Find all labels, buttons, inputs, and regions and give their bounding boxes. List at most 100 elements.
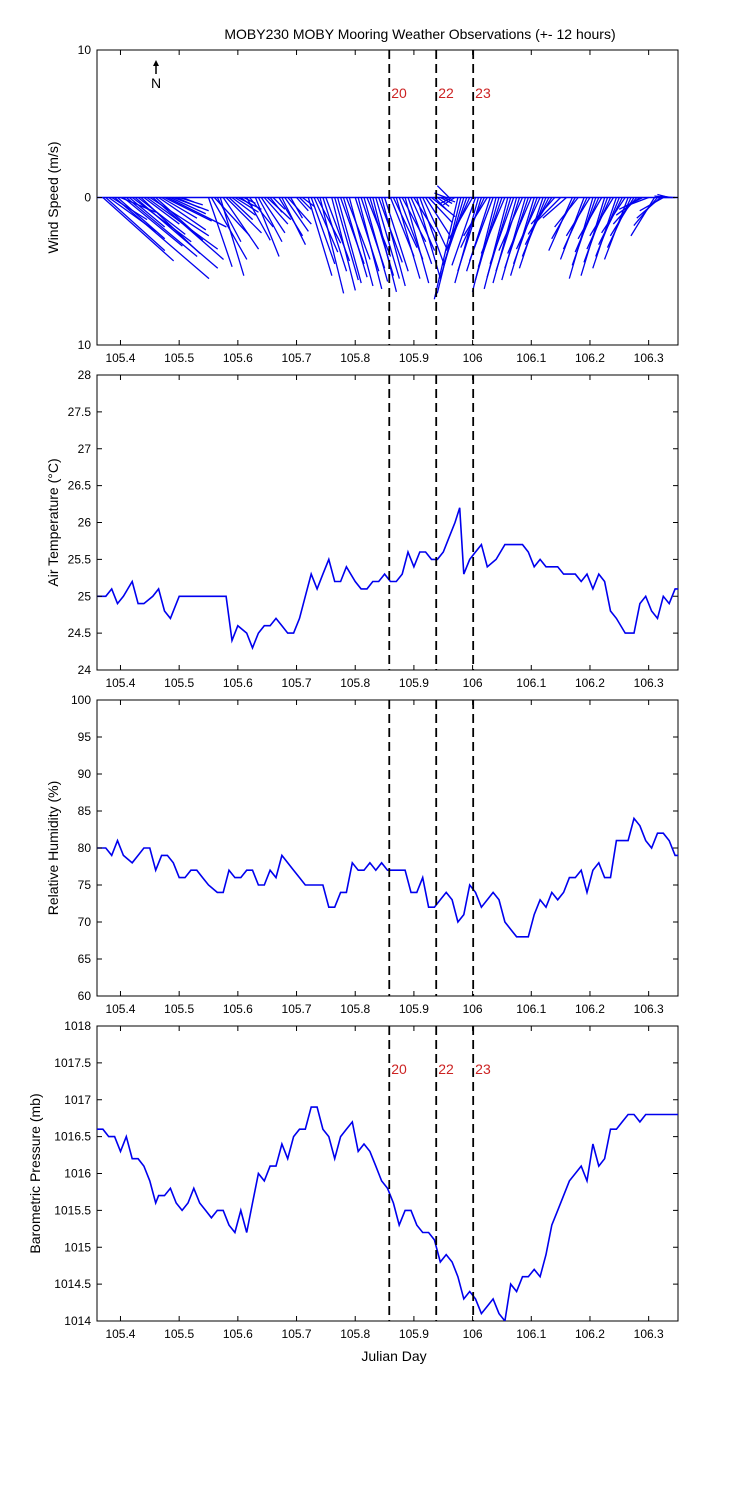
wind-vector xyxy=(257,197,283,243)
event-marker-label: 22 xyxy=(438,85,454,101)
x-tick-label: 105.9 xyxy=(399,1327,429,1341)
wind-vector xyxy=(290,197,304,219)
y-tick-label: 85 xyxy=(78,804,92,818)
y-axis-label: Barometric Pressure (mb) xyxy=(27,1093,43,1253)
wind-vector xyxy=(287,197,312,225)
wind-vector xyxy=(231,196,256,216)
wind-vector xyxy=(542,197,567,219)
wind-vector xyxy=(134,197,219,269)
y-tick-label: 1015 xyxy=(64,1240,91,1254)
wind-vector xyxy=(322,197,348,272)
y-tick-label: 1015.5 xyxy=(54,1203,91,1217)
y-tick-label: 95 xyxy=(78,730,92,744)
y-tick-label: 1016.5 xyxy=(54,1130,91,1144)
y-tick-label: 10 xyxy=(78,43,92,57)
x-tick-label: 105.4 xyxy=(105,351,135,365)
y-tick-label: 75 xyxy=(78,878,92,892)
wind-vector xyxy=(495,197,521,272)
y-tick-label: 25 xyxy=(78,589,92,603)
wind-vector xyxy=(463,197,488,237)
wind-vector xyxy=(316,197,342,244)
figure-title: MOBY230 MOBY Mooring Weather Observation… xyxy=(224,26,615,42)
wind-vector xyxy=(530,197,556,225)
wind-vector xyxy=(313,197,339,253)
y-tick-label: 26.5 xyxy=(68,479,92,493)
y-tick-label: 60 xyxy=(78,989,92,1003)
wind-vector xyxy=(395,197,421,279)
y-tick-label: 25.5 xyxy=(68,552,92,566)
wind-vector xyxy=(630,197,656,237)
wind-vector xyxy=(515,197,541,250)
wind-vector xyxy=(639,196,664,212)
wind-vector xyxy=(117,197,166,240)
wind-vector xyxy=(442,196,456,206)
x-tick-label: 106.3 xyxy=(634,1002,664,1016)
wind-vector xyxy=(381,197,406,287)
plot-data xyxy=(97,507,678,651)
wind-vector xyxy=(246,197,271,241)
plot-frame xyxy=(96,374,679,671)
wind-vector xyxy=(319,197,345,294)
wind-vector xyxy=(155,197,204,241)
wind-vector xyxy=(207,197,233,268)
x-tick-label: 106.1 xyxy=(516,676,546,690)
y-axis-label: Wind Speed (m/s) xyxy=(45,141,61,253)
x-tick-label: 105.5 xyxy=(164,351,194,365)
wind-vector xyxy=(443,196,456,203)
wind-vector xyxy=(302,196,315,207)
x-tick-label: 106.2 xyxy=(575,1327,605,1341)
y-tick-label: 100 xyxy=(71,693,91,707)
wind-vector xyxy=(624,196,649,207)
wind-vector xyxy=(310,197,336,265)
chart-panel-2: 24 24.5 25 25.5 26 26.5 27 27.5 28 105.4 105.5 105.… xyxy=(45,368,679,690)
x-tick-label: 105.8 xyxy=(340,351,370,365)
x-tick-label: 105.4 xyxy=(105,1327,135,1341)
wind-vector xyxy=(372,197,398,293)
x-tick-label: 105.4 xyxy=(105,676,135,690)
wind-vector xyxy=(577,197,603,240)
plot-data xyxy=(97,816,678,938)
wind-vector xyxy=(161,196,198,219)
wind-vector xyxy=(137,196,186,235)
x-tick-label: 106 xyxy=(463,676,483,690)
event-marker-label: 23 xyxy=(475,1061,491,1077)
wind-vector xyxy=(489,197,515,265)
x-tick-label: 106.1 xyxy=(516,351,546,365)
wind-vector xyxy=(413,197,439,237)
wind-vector xyxy=(554,197,579,228)
wind-vector xyxy=(598,197,623,245)
wind-vector xyxy=(225,197,262,234)
series-line xyxy=(97,507,678,651)
plot-data xyxy=(97,1106,678,1321)
wind-vector xyxy=(363,197,389,282)
wind-vector xyxy=(234,196,259,213)
event-marker-label: 23 xyxy=(475,85,491,101)
wind-vector xyxy=(334,197,359,281)
y-tick-label: 1016 xyxy=(64,1167,91,1181)
wind-vector xyxy=(507,197,532,254)
y-tick-label: 1017.5 xyxy=(54,1056,91,1070)
wind-vector xyxy=(181,196,195,203)
x-tick-label: 105.9 xyxy=(399,676,429,690)
y-tick-label: 1014 xyxy=(64,1314,91,1328)
chart-panels: 100 10 105.4 105.5 105.6 105.7 105.8 105.9 106 10… xyxy=(27,43,679,1341)
chart-panel-3: 60 65 70 75 80 85 90 95 100 105.4 105.5 105.6 105.7 1… xyxy=(45,693,679,1016)
wind-vector xyxy=(565,197,591,237)
wind-vector xyxy=(342,197,368,278)
x-tick-label: 106.2 xyxy=(575,1002,605,1016)
x-tick-label: 105.8 xyxy=(340,1327,370,1341)
wind-vector xyxy=(425,197,450,235)
y-tick-label: 26 xyxy=(78,516,92,530)
wind-vector xyxy=(216,197,242,243)
y-tick-label: 1014.5 xyxy=(54,1277,91,1291)
series-line xyxy=(97,816,678,938)
x-tick-label: 105.6 xyxy=(223,676,253,690)
wind-vector xyxy=(536,197,562,222)
wind-vector xyxy=(263,197,289,225)
wind-vector xyxy=(428,197,453,224)
x-tick-label: 105.7 xyxy=(282,676,312,690)
x-tick-label: 106.1 xyxy=(516,1002,546,1016)
wind-vector xyxy=(284,197,309,232)
x-tick-label: 105.5 xyxy=(164,1002,194,1016)
